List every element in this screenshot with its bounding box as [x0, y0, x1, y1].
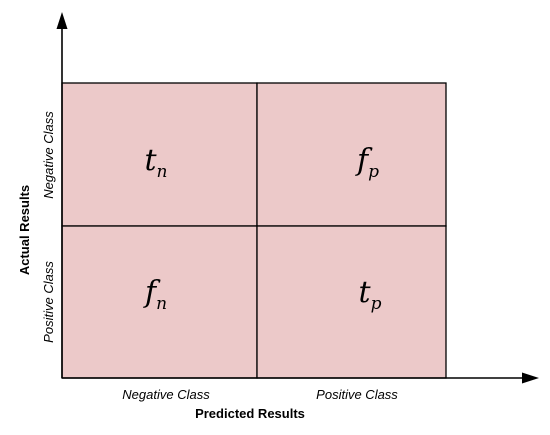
- y-label-negative-class: Negative Class: [41, 111, 56, 199]
- cell-true-negative-box: [61, 82, 258, 227]
- matrix-grid: [61, 82, 447, 379]
- x-axis-title: Predicted Results: [195, 406, 305, 421]
- cell-false-positive-box: [256, 82, 447, 227]
- y-axis-arrowhead: [56, 12, 68, 29]
- cell-true-positive-box: [256, 225, 447, 379]
- cell-true-negative-label: tn: [144, 143, 167, 182]
- axes: [56, 12, 539, 384]
- cell-true-positive-label: tp: [359, 275, 382, 314]
- cell-false-negative-box: [61, 225, 258, 379]
- y-axis-title: Actual Results: [17, 185, 32, 275]
- x-label-negative-class: Negative Class: [122, 387, 210, 402]
- x-axis-arrowhead: [522, 372, 539, 384]
- x-label-positive-class: Positive Class: [316, 387, 398, 402]
- y-label-positive-class: Positive Class: [41, 261, 56, 343]
